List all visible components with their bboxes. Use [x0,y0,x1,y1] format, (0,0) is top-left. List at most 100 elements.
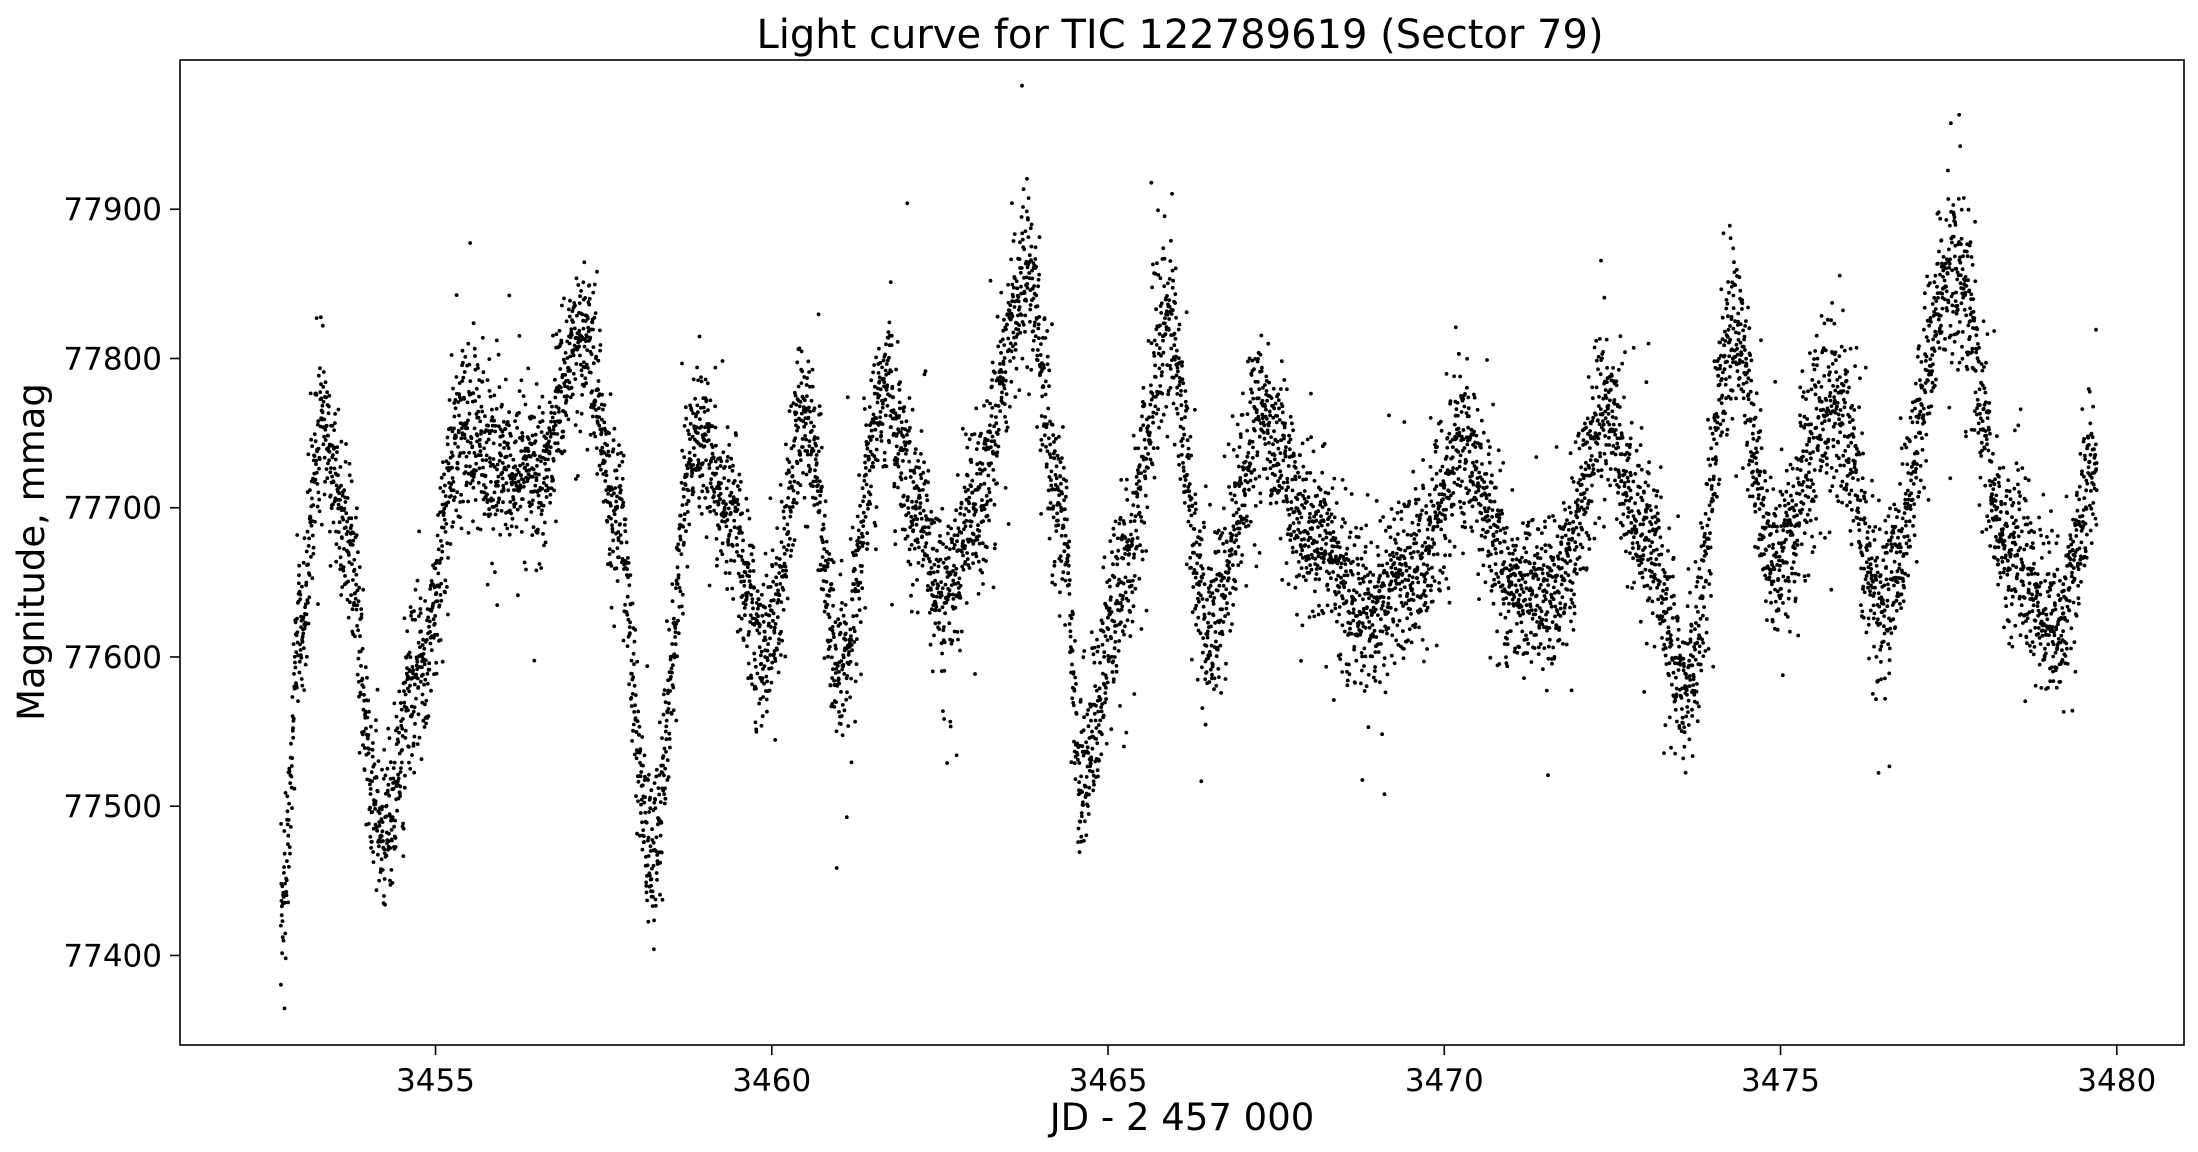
data-point [786,496,790,500]
data-point [808,409,812,414]
data-point [993,370,997,375]
data-point [971,542,976,546]
data-point [1020,356,1025,361]
data-point [445,442,450,447]
data-point [1257,474,1262,479]
data-point [460,426,464,430]
data-point [1232,493,1237,498]
data-point [543,540,548,545]
data-point [717,526,722,531]
data-point [440,549,445,554]
data-point [1158,323,1162,328]
data-point [839,558,844,563]
data-point [950,540,954,545]
data-point [280,951,284,956]
data-point [1236,563,1241,567]
data-point [454,434,458,438]
data-point [302,626,307,631]
data-point [903,527,907,532]
data-point [880,422,885,426]
data-point [353,591,358,595]
data-point [782,526,787,531]
data-point [720,519,724,524]
data-point [917,488,922,493]
data-point [355,506,359,511]
data-point [712,500,717,504]
data-point [855,637,859,641]
data-point [870,434,875,439]
data-point [1137,510,1142,515]
data-point [906,511,911,515]
data-point [1207,650,1212,654]
data-point [1041,363,1046,367]
data-point [578,353,582,358]
data-point [750,600,755,605]
data-point [1285,476,1290,481]
data-point [920,563,925,568]
data-point [983,441,988,446]
data-point [744,597,749,601]
data-point [454,508,459,513]
data-point [957,576,962,581]
data-point [357,565,362,569]
data-point [316,419,321,423]
data-point [1187,508,1192,513]
data-point [730,586,735,591]
data-point [688,421,693,426]
data-point [1003,415,1007,419]
data-point [452,426,456,431]
data-point [857,608,862,612]
data-point [665,778,670,782]
data-point [1161,412,1166,417]
data-point [1011,330,1016,335]
data-point [1138,487,1143,492]
data-point [316,446,321,451]
data-point [1281,480,1286,485]
data-point [1170,191,1174,196]
data-point [549,410,554,415]
data-point [442,517,447,522]
data-point [1150,285,1154,290]
data-point [1034,317,1039,321]
data-point [415,656,419,661]
data-point [1094,703,1098,708]
data-point [961,539,966,543]
data-point [1024,275,1029,280]
data-point [813,457,818,462]
data-point [641,763,645,768]
data-point [1073,675,1078,680]
data-point [351,578,355,582]
data-point [1271,442,1275,447]
data-point [911,480,916,484]
data-point [669,666,674,671]
data-point [1237,464,1241,469]
data-point [662,801,667,806]
data-point [1086,708,1090,712]
data-point [548,492,553,497]
data-point [1090,769,1095,774]
data-point [653,806,658,810]
data-point [1236,507,1241,512]
data-point [324,467,329,471]
data-point [348,600,352,605]
data-point [434,660,439,665]
data-point [316,490,321,495]
data-point [792,479,797,484]
data-point [1005,322,1009,327]
data-point [914,499,919,504]
data-point [1047,368,1052,373]
data-point [719,459,724,464]
data-point [993,442,998,447]
data-point [1163,332,1168,336]
data-point [495,603,500,607]
data-point [1180,377,1185,382]
data-point [614,468,619,473]
data-point [1282,425,1287,430]
data-point [707,583,712,588]
data-point [591,327,595,332]
data-point [969,538,974,543]
data-point [646,854,651,858]
data-point [1159,373,1164,378]
data-point [1201,572,1206,577]
data-point [483,414,487,419]
